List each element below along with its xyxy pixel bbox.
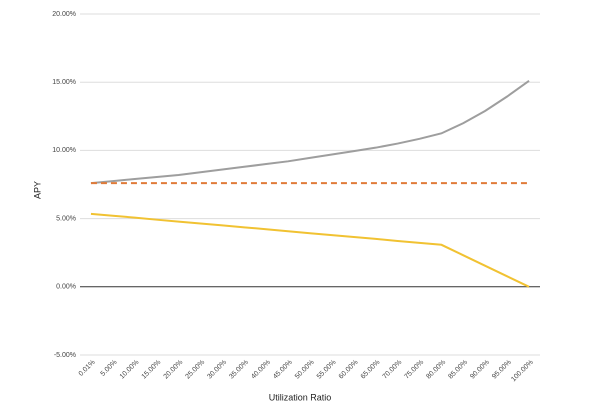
x-tick-label: 0.01% — [78, 359, 97, 378]
x-tick-label: 95.00% — [491, 359, 513, 381]
x-tick-label: 70.00% — [382, 359, 404, 381]
x-tick-label: 100.00% — [510, 359, 534, 383]
x-tick-label: 50.00% — [294, 359, 316, 381]
x-tick-label: 80.00% — [425, 359, 447, 381]
y-tick-label: 0.00% — [56, 284, 76, 291]
x-tick-label: 15.00% — [141, 359, 163, 381]
x-tick-label: 25.00% — [184, 359, 206, 381]
y-axis-title: APY — [32, 181, 42, 199]
x-tick-label: 5.00% — [100, 359, 119, 378]
series-line — [90, 212, 530, 288]
x-tick-label: 85.00% — [447, 359, 469, 381]
x-axis-title: Utilization Ratio — [269, 392, 332, 402]
x-tick-label: 20.00% — [163, 359, 185, 381]
y-tick-label: 5.00% — [56, 215, 76, 222]
x-tick-label: 45.00% — [272, 359, 294, 381]
x-tick-label: 10.00% — [119, 359, 141, 381]
x-tick-label: 75.00% — [403, 359, 425, 381]
y-tick-label: 15.00% — [52, 79, 76, 86]
x-tick-label: 60.00% — [338, 359, 360, 381]
x-tick-label: 40.00% — [250, 359, 272, 381]
y-tick-label: 10.00% — [52, 147, 76, 154]
x-tick-label: 55.00% — [316, 359, 338, 381]
x-tick-label: 90.00% — [469, 359, 491, 381]
x-tick-label: 35.00% — [228, 359, 250, 381]
y-tick-label: -5.00% — [54, 352, 76, 359]
y-tick-label: 20.00% — [52, 11, 76, 18]
series-line — [90, 80, 530, 185]
x-tick-label: 65.00% — [360, 359, 382, 381]
x-tick-label: 30.00% — [206, 359, 228, 381]
